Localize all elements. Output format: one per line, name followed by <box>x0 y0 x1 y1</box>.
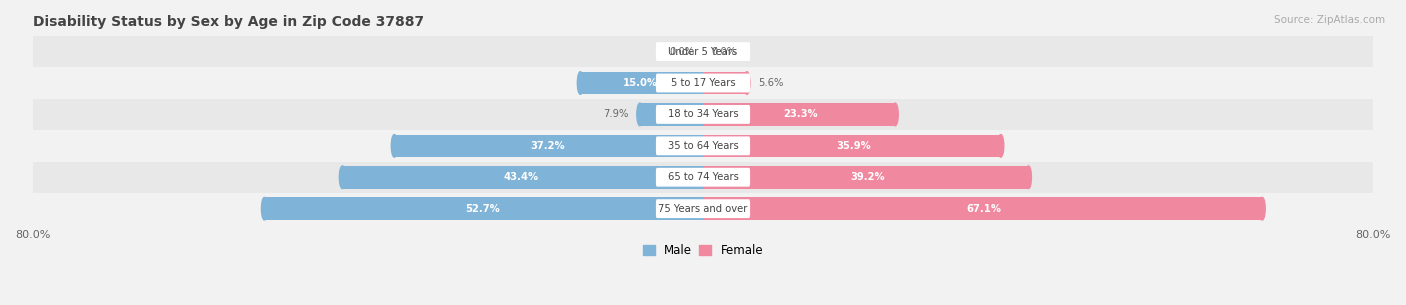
Text: 15.0%: 15.0% <box>623 78 658 88</box>
Bar <box>703 197 1263 220</box>
Text: Disability Status by Sex by Age in Zip Code 37887: Disability Status by Sex by Age in Zip C… <box>32 15 423 29</box>
Text: 5 to 17 Years: 5 to 17 Years <box>671 78 735 88</box>
Circle shape <box>1260 197 1265 220</box>
Text: 35 to 64 Years: 35 to 64 Years <box>668 141 738 151</box>
Text: 0.0%: 0.0% <box>669 47 695 57</box>
Text: 65 to 74 Years: 65 to 74 Years <box>668 172 738 182</box>
Text: 18 to 34 Years: 18 to 34 Years <box>668 109 738 120</box>
Bar <box>700 135 703 157</box>
Bar <box>32 193 1374 224</box>
Circle shape <box>391 135 398 157</box>
FancyBboxPatch shape <box>657 105 749 124</box>
Text: 23.3%: 23.3% <box>783 109 818 120</box>
Bar <box>700 166 703 188</box>
Bar <box>343 166 703 188</box>
Circle shape <box>637 103 643 126</box>
Circle shape <box>1025 166 1032 188</box>
Text: 0.0%: 0.0% <box>711 47 737 57</box>
Bar <box>703 166 706 188</box>
Circle shape <box>893 103 898 126</box>
Bar <box>703 197 706 220</box>
Circle shape <box>744 72 749 94</box>
Text: 43.4%: 43.4% <box>503 172 538 182</box>
FancyBboxPatch shape <box>657 136 749 155</box>
Circle shape <box>998 135 1004 157</box>
Circle shape <box>578 72 583 94</box>
Bar <box>32 67 1374 99</box>
Text: 7.9%: 7.9% <box>603 109 628 120</box>
Bar <box>264 197 703 220</box>
FancyBboxPatch shape <box>657 42 749 61</box>
Bar <box>700 103 703 126</box>
Text: 75 Years and over: 75 Years and over <box>658 204 748 214</box>
Bar <box>703 166 1028 188</box>
FancyBboxPatch shape <box>657 199 749 218</box>
Bar <box>703 135 1001 157</box>
Bar <box>32 99 1374 130</box>
Bar <box>703 72 706 94</box>
Text: 37.2%: 37.2% <box>530 141 564 151</box>
Text: 39.2%: 39.2% <box>849 172 884 182</box>
Bar <box>640 103 703 126</box>
Text: 67.1%: 67.1% <box>966 204 1001 214</box>
Bar <box>394 135 703 157</box>
Bar <box>32 162 1374 193</box>
Bar <box>32 36 1374 67</box>
FancyBboxPatch shape <box>657 74 749 92</box>
Bar <box>703 135 706 157</box>
Bar <box>703 103 706 126</box>
FancyBboxPatch shape <box>657 168 749 187</box>
Text: 52.7%: 52.7% <box>465 204 499 214</box>
Bar <box>32 130 1374 162</box>
Text: 35.9%: 35.9% <box>837 141 870 151</box>
Text: Source: ZipAtlas.com: Source: ZipAtlas.com <box>1274 15 1385 25</box>
Circle shape <box>262 197 267 220</box>
Bar <box>703 72 747 94</box>
Text: Under 5 Years: Under 5 Years <box>668 47 738 57</box>
Bar <box>700 72 703 94</box>
Bar <box>581 72 703 94</box>
Circle shape <box>339 166 346 188</box>
Legend: Male, Female: Male, Female <box>638 240 768 262</box>
Bar <box>703 103 896 126</box>
Bar <box>700 197 703 220</box>
Text: 5.6%: 5.6% <box>758 78 783 88</box>
